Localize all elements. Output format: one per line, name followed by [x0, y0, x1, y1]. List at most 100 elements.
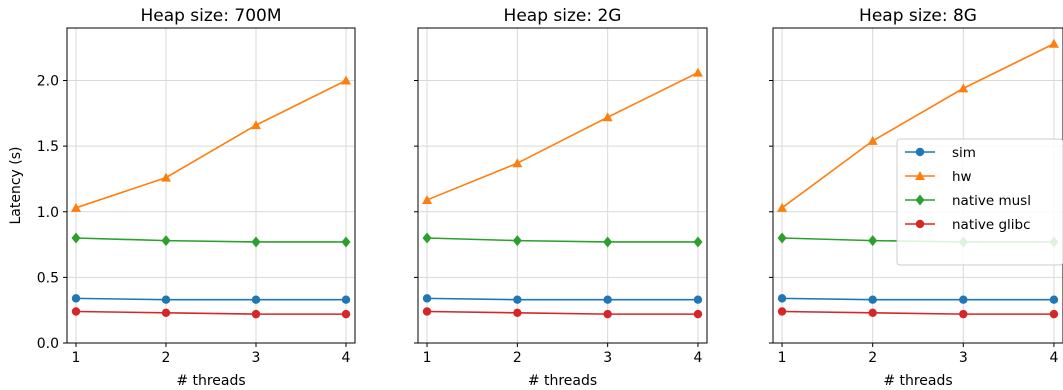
x-tick-label: 3 — [252, 350, 261, 366]
data-point — [602, 112, 613, 122]
data-point — [341, 75, 351, 85]
data-point — [251, 120, 261, 130]
data-point — [1049, 309, 1059, 319]
series-sim — [777, 294, 1059, 304]
data-point — [251, 236, 261, 248]
data-point — [603, 309, 612, 319]
series-line — [781, 43, 1055, 209]
legend-marker — [915, 194, 925, 206]
data-point — [512, 158, 523, 168]
legend-box — [896, 138, 1063, 266]
data-point — [603, 295, 612, 304]
data-point — [341, 236, 351, 248]
series-line — [75, 79, 347, 209]
x-tick-label: 1 — [72, 350, 81, 366]
legend-label: sim — [952, 145, 976, 161]
legend-label: native glibc — [952, 217, 1031, 233]
data-point — [71, 307, 81, 316]
plot-frame — [417, 27, 708, 344]
data-point — [513, 308, 522, 318]
chart-panel-1: Heap size: 700M 1 2 3 4 0.0 0.5 1.0 1.5 2.0 # thre… — [8, 6, 356, 389]
series-line — [75, 297, 346, 301]
x-axis-label: # threads — [176, 373, 245, 389]
data-point — [422, 194, 433, 204]
x-tick-label: 2 — [868, 350, 877, 366]
legend-label: hw — [952, 169, 972, 185]
data-point — [693, 309, 703, 319]
data-point — [513, 295, 522, 304]
legend-marker — [915, 147, 925, 157]
data-point — [161, 172, 171, 182]
data-point — [1048, 38, 1059, 48]
data-point — [868, 235, 878, 247]
data-point — [71, 232, 81, 244]
x-tick-label: 4 — [1049, 350, 1058, 366]
series-native-glibc — [71, 307, 351, 319]
data-point — [422, 294, 432, 303]
data-point — [777, 307, 787, 316]
data-point — [868, 308, 877, 318]
data-point — [251, 295, 261, 304]
data-point — [693, 236, 703, 248]
series-sim — [422, 294, 703, 304]
series-line — [782, 297, 1054, 301]
data-point — [777, 294, 787, 303]
legend-marker — [915, 171, 925, 180]
series-native-glibc — [422, 307, 703, 319]
legend-label: native musl — [952, 193, 1031, 209]
series-sim — [71, 294, 351, 304]
x-tick-label: 2 — [162, 350, 171, 366]
series-native-musl — [71, 232, 351, 248]
data-point — [161, 295, 171, 304]
x-tick-label: 1 — [778, 350, 787, 366]
y-axis-label: Latency (s) — [8, 146, 24, 224]
data-point — [777, 232, 787, 244]
plot-frame — [66, 27, 356, 344]
series-line — [427, 310, 698, 315]
chart-title: Heap size: 700M — [140, 6, 281, 26]
chart-title: Heap size: 2G — [504, 6, 622, 26]
data-point — [512, 235, 522, 247]
data-point — [867, 135, 878, 145]
series-hw — [71, 75, 351, 212]
series-line — [427, 297, 698, 301]
x-tick-label: 3 — [959, 350, 968, 366]
data-point — [959, 309, 968, 319]
data-point — [692, 67, 703, 77]
data-point — [422, 232, 432, 244]
x-axis-label: # threads — [528, 373, 597, 389]
data-point — [71, 294, 81, 303]
data-point — [868, 295, 877, 304]
y-tick-label: 0.0 — [37, 336, 59, 352]
y-tick-label: 1.5 — [37, 139, 59, 155]
x-axis-label: # threads — [883, 373, 952, 389]
series-hw — [422, 67, 703, 204]
plot-frame — [772, 27, 1063, 344]
x-tick-label: 3 — [603, 350, 612, 366]
series-native-glibc — [777, 307, 1059, 319]
data-point — [422, 307, 432, 316]
data-point — [603, 236, 613, 248]
series-line — [782, 310, 1054, 315]
y-tick-label: 0.5 — [37, 270, 59, 286]
series-line — [75, 310, 346, 315]
series-native-musl — [422, 232, 703, 248]
data-point — [161, 308, 171, 318]
chart-title: Heap size: 8G — [859, 6, 977, 26]
data-point — [777, 202, 788, 212]
x-tick-label: 4 — [694, 350, 703, 366]
chart-panel-3: Heap size: 8G 1 2 3 4 # threads sim hw native mu… — [769, 6, 1063, 389]
x-tick-label: 4 — [342, 350, 351, 366]
data-point — [1049, 295, 1059, 304]
data-point — [341, 309, 351, 319]
x-tick-label: 1 — [423, 350, 432, 366]
series-line — [427, 237, 698, 243]
legend-marker — [915, 219, 925, 229]
chart-panel-2: Heap size: 2G 1 2 3 4 # threads — [414, 6, 708, 389]
y-tick-label: 1.0 — [37, 205, 59, 221]
data-point — [958, 83, 969, 93]
series-line — [75, 237, 346, 243]
series-hw — [777, 38, 1059, 212]
data-point — [251, 309, 261, 319]
